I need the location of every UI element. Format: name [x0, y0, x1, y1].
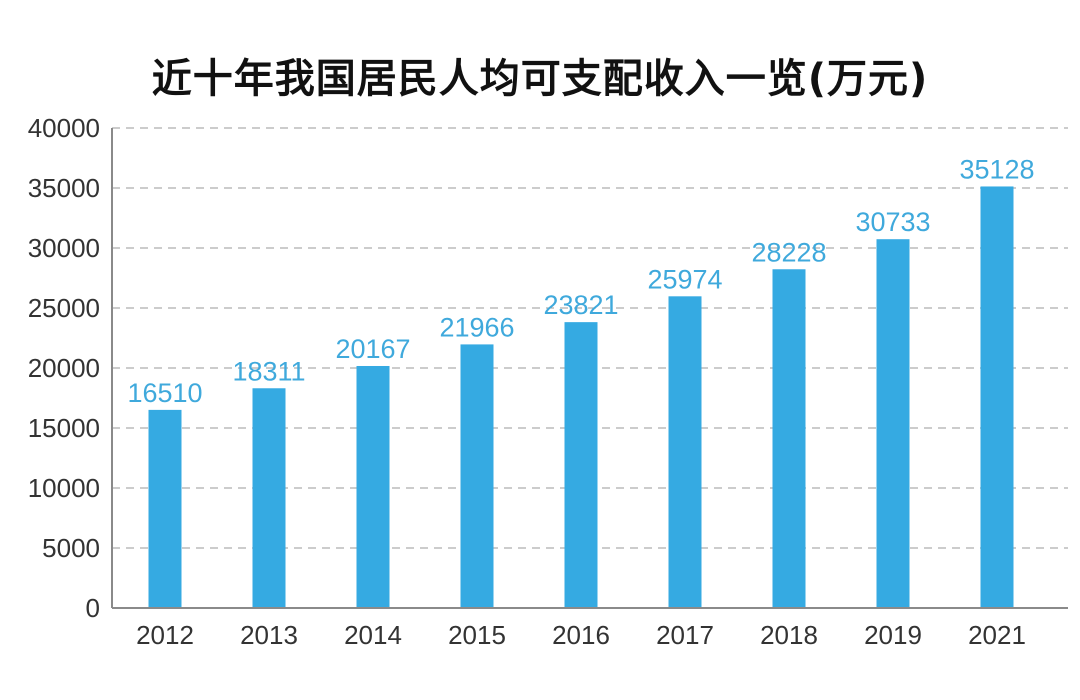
y-tick-label: 15000: [28, 413, 100, 443]
bar: [980, 186, 1014, 609]
y-tick-label: 30000: [28, 233, 100, 263]
y-tick-label: 20000: [28, 353, 100, 383]
x-tick-label: 2014: [344, 620, 402, 650]
data-label: 23821: [543, 290, 618, 320]
bar: [356, 365, 390, 608]
x-axis-ticks: 2012 2013 2014 2015 2016 2017 2018 2019 2021: [136, 620, 1026, 650]
x-tick-label: 2018: [760, 620, 818, 650]
y-tick-label: 25000: [28, 293, 100, 323]
bars: [148, 186, 1014, 609]
data-label: 35128: [959, 154, 1034, 184]
bar: [668, 296, 702, 608]
y-tick-label: 40000: [28, 113, 100, 143]
bar: [252, 388, 286, 608]
x-tick-label: 2013: [240, 620, 298, 650]
data-label: 21966: [439, 312, 514, 342]
data-label: 30733: [855, 207, 930, 237]
y-tick-label: 35000: [28, 173, 100, 203]
y-tick-label: 0: [86, 593, 100, 623]
data-label: 16510: [127, 378, 202, 408]
data-label: 25974: [647, 264, 722, 294]
bar: [564, 322, 598, 608]
x-tick-label: 2012: [136, 620, 194, 650]
x-tick-label: 2021: [968, 620, 1026, 650]
bar: [772, 269, 806, 608]
x-tick-label: 2016: [552, 620, 610, 650]
y-tick-label: 10000: [28, 473, 100, 503]
x-tick-label: 2017: [656, 620, 714, 650]
axes: [111, 128, 1068, 609]
data-label: 28228: [751, 237, 826, 267]
data-label: 18311: [232, 356, 305, 386]
chart-title: 近十年我国居民人均可支配收入一览(万元): [151, 56, 929, 102]
bar: [876, 239, 910, 609]
x-tick-label: 2015: [448, 620, 506, 650]
data-label: 20167: [335, 334, 410, 364]
x-tick-label: 2019: [864, 620, 922, 650]
y-axis-ticks: 0 5000 10000 15000 20000 25000 30000 35000 40000: [28, 113, 100, 623]
y-tick-label: 5000: [42, 533, 100, 563]
bar: [460, 344, 494, 608]
data-labels: 16510 18311 20167 21966 23821 25974 28228 30733…: [127, 154, 1034, 407]
bar: [148, 409, 182, 608]
